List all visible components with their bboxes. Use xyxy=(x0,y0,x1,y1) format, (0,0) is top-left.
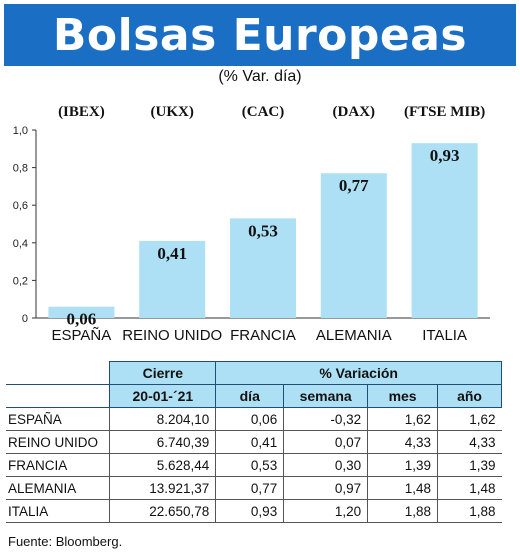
source-note: Fuente: Bloomberg. xyxy=(8,534,123,549)
row-semana: 0,97 xyxy=(283,476,368,500)
data-label: 0,41 xyxy=(157,244,187,263)
header-mes: mes xyxy=(367,384,439,408)
y-tick-label: 0,2 xyxy=(13,275,28,287)
header-ano: año xyxy=(437,384,502,408)
header-date: 20-01-´21 xyxy=(109,384,217,408)
row-dia: 0,93 xyxy=(215,499,284,523)
row-dia: 0,06 xyxy=(215,407,284,431)
table-row: ESPAÑA 8.204,10 0,06 -0,32 1,62 1,62 xyxy=(6,407,502,431)
chart-title: Bolsas Europeas xyxy=(4,4,516,66)
row-semana: 1,20 xyxy=(283,499,368,523)
data-label: 0,77 xyxy=(339,176,369,195)
row-country: ITALIA xyxy=(6,499,110,523)
row-mes: 1,62 xyxy=(367,407,438,431)
data-label: 0,06 xyxy=(67,310,97,329)
index-code-label: (FTSE MIB) xyxy=(404,104,485,120)
category-label: ALEMANIA xyxy=(316,327,392,344)
header-blank xyxy=(6,361,110,385)
index-code-label: (IBEX) xyxy=(58,104,105,120)
header-dia: día xyxy=(215,384,285,408)
row-close: 13.921,37 xyxy=(109,476,216,500)
row-ano: 1,88 xyxy=(437,499,502,523)
row-country: FRANCIA xyxy=(6,453,110,477)
bar xyxy=(230,218,296,318)
table-row: REINO UNIDO 6.740,39 0,41 0,07 4,33 4,33 xyxy=(6,430,502,454)
row-mes: 1,39 xyxy=(367,453,438,477)
category-label: ITALIA xyxy=(422,327,467,344)
row-ano: 1,39 xyxy=(437,453,502,477)
row-ano: 4,33 xyxy=(437,430,502,454)
row-semana: -0,32 xyxy=(283,407,368,431)
data-label: 0,53 xyxy=(248,221,278,240)
index-code-label: (CAC) xyxy=(242,104,285,120)
row-country: ALEMANIA xyxy=(6,476,110,500)
y-tick-label: 0 xyxy=(22,313,28,325)
header-blank-2 xyxy=(6,384,110,408)
row-country: REINO UNIDO xyxy=(6,430,110,454)
y-tick-label: 0,6 xyxy=(13,200,28,212)
index-code-label: (UKX) xyxy=(151,104,194,120)
chart-subtitle: (% Var. día) xyxy=(218,68,302,85)
data-label: 0,93 xyxy=(430,146,460,165)
row-semana: 0,30 xyxy=(283,453,368,477)
bar xyxy=(48,306,115,318)
table-row: ALEMANIA 13.921,37 0,77 0,97 1,48 1,48 xyxy=(6,476,502,500)
row-ano: 1,62 xyxy=(437,407,502,431)
row-country: ESPAÑA xyxy=(6,407,110,431)
row-mes: 4,33 xyxy=(367,430,438,454)
row-close: 6.740,39 xyxy=(109,430,216,454)
header-semana: semana xyxy=(283,384,369,408)
row-mes: 1,48 xyxy=(367,476,438,500)
bar xyxy=(320,173,387,318)
row-mes: 1,88 xyxy=(367,499,438,523)
row-semana: 0,07 xyxy=(283,430,368,454)
row-close: 8.204,10 xyxy=(109,407,216,431)
category-label: REINO UNIDO xyxy=(122,327,222,344)
table-row: ITALIA 22.650,78 0,93 1,20 1,88 1,88 xyxy=(6,499,502,523)
row-dia: 0,77 xyxy=(215,476,284,500)
y-tick-label: 0,8 xyxy=(13,163,28,175)
header-cierre: Cierre xyxy=(109,361,217,385)
index-code-label: (DAX) xyxy=(333,104,376,120)
bar xyxy=(139,240,206,318)
bar xyxy=(411,143,478,318)
category-label: FRANCIA xyxy=(230,327,296,344)
row-dia: 0,53 xyxy=(215,453,284,477)
y-tick-label: 0,4 xyxy=(13,238,28,250)
data-table: Cierre % Variación 20-01-´21 día semana … xyxy=(6,361,502,523)
table-row: FRANCIA 5.628,44 0,53 0,30 1,39 1,39 xyxy=(6,453,502,477)
header-variacion: % Variación xyxy=(215,361,502,385)
row-close: 5.628,44 xyxy=(109,453,216,477)
row-close: 22.650,78 xyxy=(109,499,216,523)
y-tick-label: 1,0 xyxy=(13,125,28,137)
row-dia: 0,41 xyxy=(215,430,284,454)
row-ano: 1,48 xyxy=(437,476,502,500)
category-label: ESPAÑA xyxy=(52,327,112,344)
